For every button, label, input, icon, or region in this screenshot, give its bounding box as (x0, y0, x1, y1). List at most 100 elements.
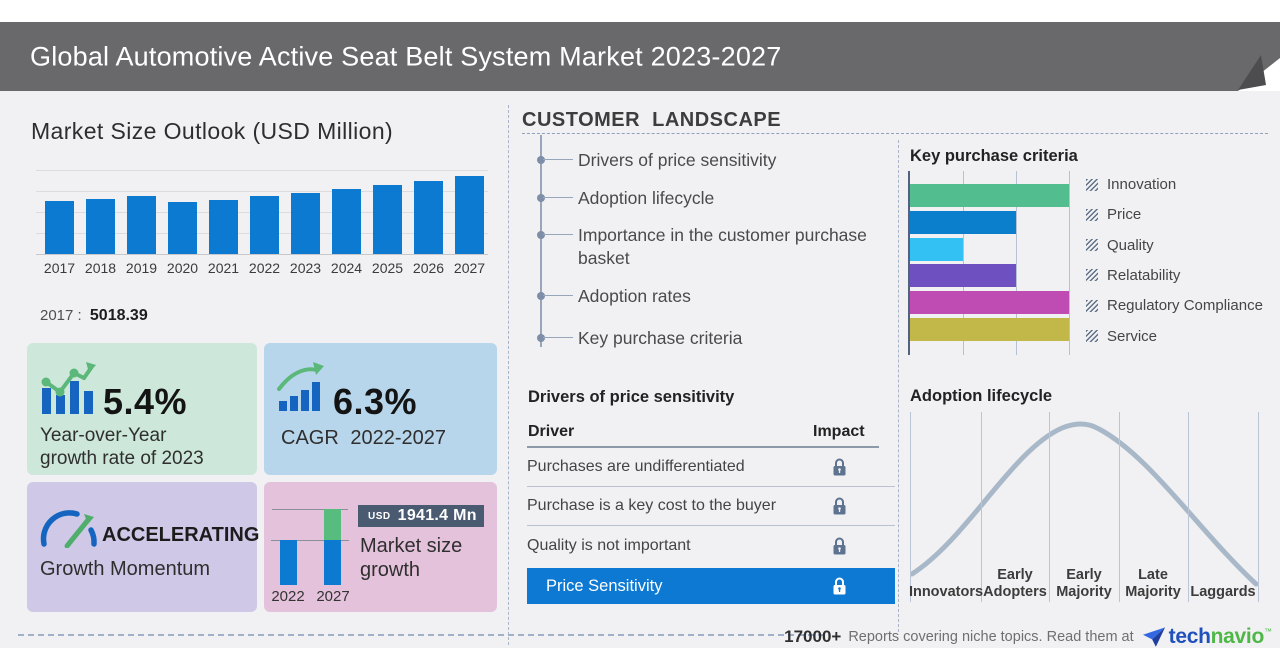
base-year: 2017 (40, 307, 74, 324)
legend-swatch-icon (1086, 178, 1098, 191)
driver-label: Purchase is a key cost to the buyer (527, 497, 777, 514)
legend-swatch-icon (1086, 299, 1098, 312)
brand-part-navio: navio (1210, 625, 1265, 648)
legend-label: Relatability (1107, 266, 1181, 284)
growth-momentum-card: ACCELERATING Growth Momentum (27, 482, 260, 612)
legend-label: Innovation (1107, 176, 1177, 193)
customer-landscape-underline (522, 133, 1268, 134)
footer-divider (18, 634, 824, 636)
growth-baseline (271, 540, 349, 541)
landscape-item: Adoption lifecycle (578, 188, 715, 208)
momentum-label: Growth Momentum (40, 558, 211, 580)
lock-icon (832, 458, 847, 477)
bar-2018 (86, 199, 115, 254)
legend-label: Service (1107, 327, 1158, 345)
base-year-value: 5018.39 (89, 307, 148, 324)
price-driver-row: Purchases are undifferentiated (527, 448, 895, 487)
chart-gridline (36, 191, 488, 192)
page-corner-fold-icon (1238, 55, 1266, 90)
legend-item: Service (1086, 328, 1157, 345)
mini-year-start: 2022 (271, 588, 305, 605)
bar-trend-icon (41, 362, 96, 414)
footer-text: Reports covering niche topics. Read them… (848, 629, 1134, 645)
landscape-item-connector (543, 234, 573, 235)
lifecycle-divider (1258, 412, 1259, 602)
kpc-bar-price (910, 210, 1016, 234)
bar-2020 (168, 202, 197, 254)
price-driver-row: Purchase is a key cost to the buyer (527, 487, 895, 526)
base-year-separator: : (77, 307, 82, 324)
x-label-2025: 2025 (371, 260, 404, 276)
landscape-item: Drivers of price sensitivity (578, 150, 777, 170)
footer: 17000+ Reports covering niche topics. Re… (784, 625, 1272, 649)
x-label-2026: 2026 (412, 260, 445, 276)
growth-amount: 1941.4 Mn (397, 507, 477, 524)
kpc-gridline (963, 171, 964, 355)
growth-label-line2: growth (360, 559, 421, 581)
bar-2017 (45, 201, 74, 254)
brand-part-tech: tech (1168, 625, 1211, 648)
momentum-status: ACCELERATING (102, 524, 260, 546)
kpc-bar-innovation (910, 184, 1069, 207)
cagr-range: 2022-2027 (350, 427, 447, 449)
column-header-impact: Impact (813, 423, 865, 440)
landscape-item-connector (543, 159, 573, 160)
yoy-growth-card: 5.4% Year-over-Year growth rate of 2023 (27, 343, 257, 475)
legend-item: Relatability (1086, 267, 1180, 284)
cagr-label: CAGR (281, 427, 339, 449)
right-column-separator (898, 140, 899, 632)
growth-amount-badge: USD 1941.4 Mn (358, 505, 484, 527)
driver-label: Quality is not important (527, 537, 691, 554)
legend-item: Quality (1086, 237, 1154, 254)
stage-label-laggards: Laggards (1190, 584, 1256, 600)
growth-label-line1: Market size (360, 535, 463, 557)
report-count: 17000+ (784, 627, 842, 646)
adoption-lifecycle-chart: Innovators Early Adopters Early Majority Late… (909, 412, 1259, 604)
landscape-item-dot (537, 292, 545, 300)
price-sensitivity-title: Drivers of price sensitivity (528, 388, 735, 406)
yoy-desc-line2: growth rate of 2023 (40, 448, 204, 469)
x-label-2019: 2019 (125, 260, 158, 276)
mini-bar-2027-growth (324, 509, 341, 540)
mini-bar-2027-base (324, 540, 341, 585)
landscape-item-dot (537, 334, 545, 342)
chart-gridline (36, 170, 488, 171)
x-label-2018: 2018 (84, 260, 117, 276)
kpc-gridline (1016, 171, 1017, 355)
bar-2019 (127, 196, 156, 254)
lifecycle-divider (910, 412, 911, 602)
landscape-item-dot (537, 194, 545, 202)
legend-swatch-icon (1086, 239, 1098, 252)
paper-plane-icon (1142, 626, 1165, 647)
landscape-item-dot (537, 156, 545, 164)
mini-year-end: 2027 (316, 588, 350, 605)
kpc-gridline (1069, 171, 1070, 355)
x-label-2023: 2023 (289, 260, 322, 276)
lifecycle-divider (1049, 412, 1050, 602)
bar-2021 (209, 200, 238, 254)
landscape-connector-line (540, 135, 542, 347)
kpc-bar-relatability (910, 264, 1016, 288)
lifecycle-divider (1188, 412, 1189, 602)
price-driver-row: Quality is not important (527, 526, 895, 566)
yoy-desc-line1: Year-over-Year (40, 425, 167, 446)
x-label-2024: 2024 (330, 260, 363, 276)
page-title: Global Automotive Active Seat Belt Syste… (30, 41, 782, 71)
technavio-logo[interactable]: tech navio ™ (1142, 625, 1272, 649)
lifecycle-divider (1119, 412, 1120, 602)
growth-topline (272, 509, 348, 510)
kpc-bar-service (910, 318, 1069, 341)
price-driver-row-highlight: Price Sensitivity (527, 568, 895, 604)
kpc-bar-quality (910, 237, 963, 261)
price-table-rows: Purchases are undifferentiated Purchase i… (527, 448, 895, 604)
table-header-underline (527, 446, 879, 448)
market-size-title: Market Size Outlook (USD Million) (31, 118, 394, 144)
legend-item: Regulatory Compliance (1086, 297, 1263, 314)
x-label-2027: 2027 (453, 260, 486, 276)
cagr-value: 6.3% (333, 381, 418, 422)
key-purchase-criteria-chart (908, 171, 1070, 355)
legend-item: Price (1086, 206, 1141, 223)
driver-label: Purchases are undifferentiated (527, 458, 745, 475)
growth-arrow-icon (277, 362, 324, 411)
